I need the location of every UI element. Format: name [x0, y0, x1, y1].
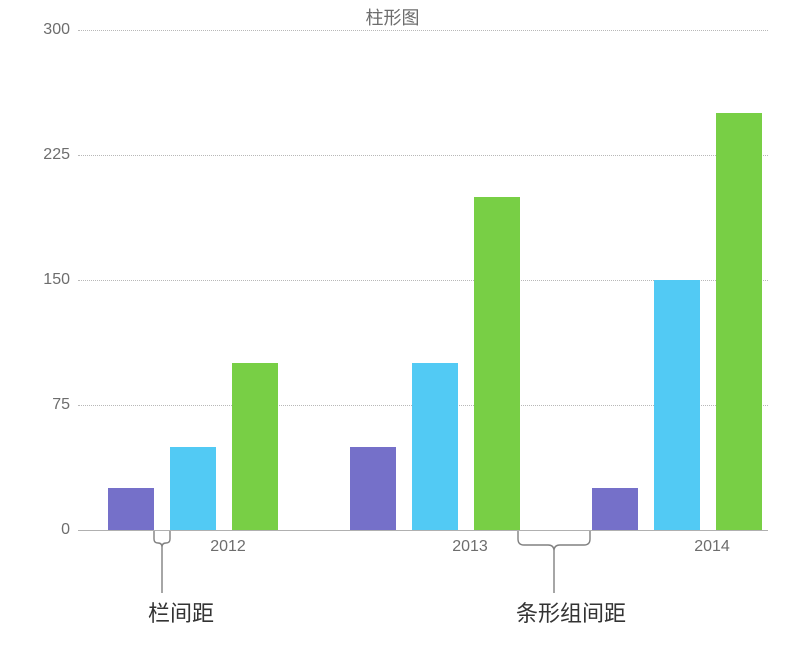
x-tick-2012: 2012: [108, 538, 348, 556]
plot-area: [78, 30, 768, 530]
gridline: [78, 30, 768, 31]
group-gap-label: 条形组间距: [516, 596, 626, 628]
x-tick-2014: 2014: [592, 538, 785, 556]
bar-series-c-2012: [232, 363, 278, 530]
chart-title: 柱形图: [0, 4, 785, 30]
group-gap-bracket: [516, 531, 592, 601]
y-tick-0: 0: [0, 521, 70, 539]
gridline: [78, 155, 768, 156]
bar-gap-bracket: [152, 531, 172, 601]
bar-series-b-2014: [654, 280, 700, 530]
y-tick-75: 75: [0, 396, 70, 414]
bar-series-b-2012: [170, 447, 216, 530]
bar-series-b-2013: [412, 363, 458, 530]
y-tick-225: 225: [0, 146, 70, 164]
bar-series-a-2013: [350, 447, 396, 530]
baseline: [78, 530, 768, 531]
y-tick-300: 300: [0, 21, 70, 39]
bar-series-c-2013: [474, 197, 520, 530]
bar-series-a-2014: [592, 488, 638, 530]
bar-chart: 柱形图 300 225 150 75 0 2012 2013 2014 栏间距 …: [0, 0, 785, 649]
bar-series-a-2012: [108, 488, 154, 530]
bar-series-c-2014: [716, 113, 762, 530]
bar-gap-label: 栏间距: [148, 596, 214, 628]
y-tick-150: 150: [0, 271, 70, 289]
